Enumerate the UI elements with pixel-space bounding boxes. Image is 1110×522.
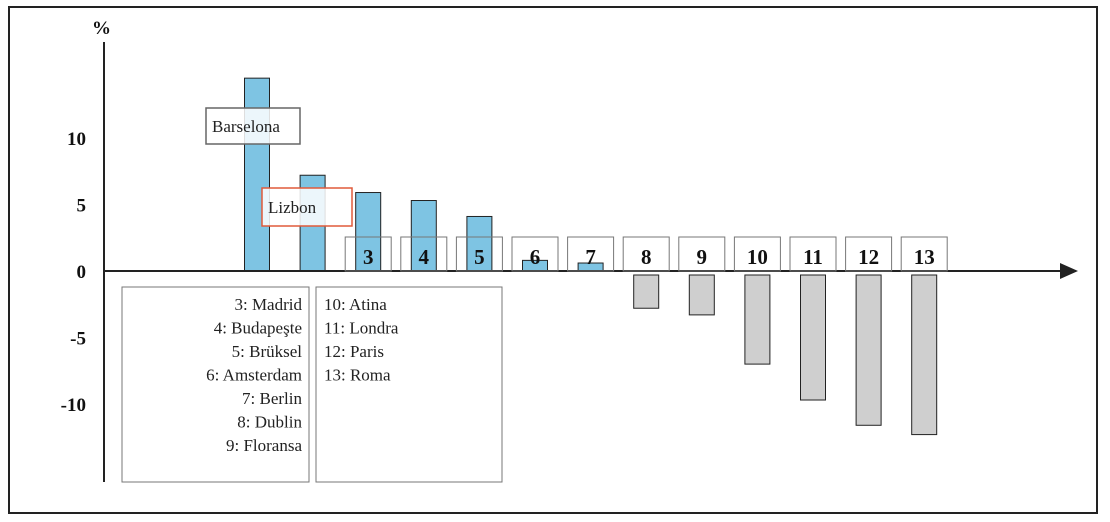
legend-entry: 4: Budapeşte — [214, 319, 302, 338]
category-label: 3 — [363, 245, 374, 269]
y-tick-label: 10 — [67, 129, 86, 150]
callout-label: Lizbon — [268, 198, 317, 217]
bar — [688, 274, 715, 316]
category-label-box — [567, 236, 615, 272]
category-label-box — [789, 236, 837, 272]
legend-entry: 3: Madrid — [234, 295, 302, 314]
category-label-box — [845, 236, 893, 272]
category-label-box — [511, 236, 559, 272]
bar — [466, 215, 493, 272]
y-tick-label: -10 — [61, 395, 86, 416]
category-label: 11 — [803, 245, 823, 269]
bar — [355, 192, 382, 272]
category-label-box — [733, 236, 781, 272]
category-label: 8 — [641, 245, 652, 269]
category-label-box — [400, 236, 448, 272]
category-label: 10 — [747, 245, 768, 269]
bar — [244, 77, 270, 272]
callout-label: Barselona — [212, 117, 280, 136]
category-label-box — [344, 236, 392, 272]
bar — [855, 274, 882, 426]
legend-entry: 10: Atina — [324, 295, 387, 314]
bar — [744, 274, 771, 365]
y-axis-label: % — [92, 18, 111, 39]
legend-entry: 9: Floransa — [226, 436, 302, 455]
category-label: 7 — [585, 245, 596, 269]
legend-entry: 11: Londra — [324, 319, 399, 338]
category-label: 12 — [858, 245, 879, 269]
y-tick-label: 0 — [77, 262, 87, 283]
legend-entry: 7: Berlin — [242, 389, 302, 408]
legend-box-left — [121, 286, 310, 483]
legend-entry: 12: Paris — [324, 342, 384, 361]
legend-entry: 5: Brüksel — [232, 342, 303, 361]
legend-entry: 6: Amsterdam — [206, 366, 302, 385]
legend-box-right — [315, 286, 503, 483]
category-label-box — [622, 236, 670, 272]
legend-entry: 8: Dublin — [237, 413, 302, 432]
category-label-box — [455, 236, 503, 272]
category-label: 4 — [419, 245, 430, 269]
category-label: 6 — [530, 245, 541, 269]
bar — [633, 274, 660, 309]
bar — [800, 274, 826, 401]
category-label-box — [678, 236, 726, 272]
legend-entry: 13: Roma — [324, 366, 391, 385]
y-tick-label: 5 — [77, 196, 87, 217]
y-tick-label: -5 — [70, 329, 86, 350]
category-label: 5 — [474, 245, 485, 269]
callout-box — [205, 107, 301, 145]
category-label: 13 — [914, 245, 935, 269]
bar — [911, 274, 938, 436]
category-label-box — [900, 236, 948, 272]
callout-box — [261, 187, 353, 227]
category-label: 9 — [697, 245, 708, 269]
